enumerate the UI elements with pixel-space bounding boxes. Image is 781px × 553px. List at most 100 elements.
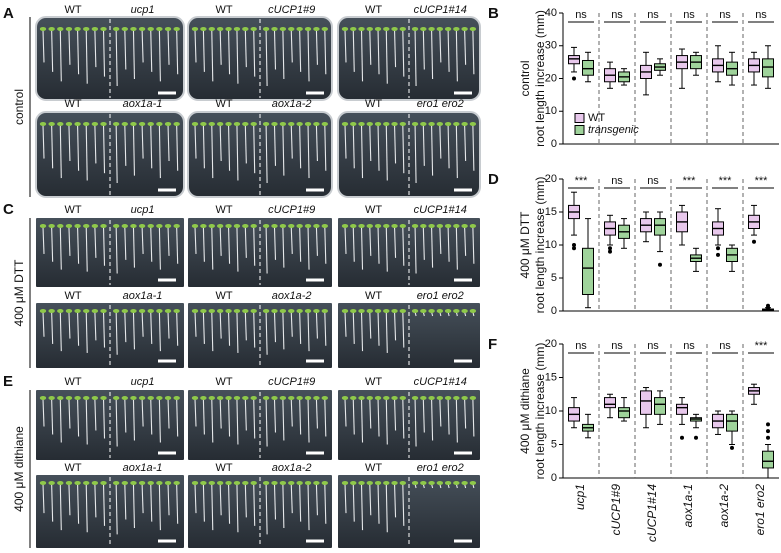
- seedling: [216, 396, 224, 400]
- outlier: [572, 243, 576, 247]
- root: [455, 226, 458, 270]
- y-tick-label: 10: [545, 239, 557, 251]
- root: [455, 29, 458, 82]
- seedling: [304, 396, 312, 400]
- seedling: [48, 396, 55, 400]
- root: [253, 29, 256, 77]
- root: [265, 398, 268, 447]
- plate-photo: [338, 218, 480, 287]
- root: [265, 226, 268, 274]
- seedling: [48, 27, 55, 31]
- root: [282, 124, 285, 176]
- root: [211, 483, 214, 531]
- genotype-label: WT: [215, 4, 232, 16]
- seedling: [262, 122, 270, 126]
- seedling: [453, 224, 460, 228]
- plate-photo: [36, 218, 184, 287]
- significance-label: ns: [683, 340, 695, 352]
- seedling: [216, 27, 224, 31]
- significance-label: ns: [683, 9, 695, 21]
- root: [464, 124, 467, 162]
- seedling: [279, 309, 287, 313]
- outlier: [716, 252, 720, 257]
- seedling: [156, 481, 163, 485]
- seedling: [350, 122, 357, 126]
- root: [77, 398, 80, 437]
- root: [176, 398, 179, 437]
- root: [132, 29, 136, 79]
- seedling: [65, 481, 73, 485]
- panel-letter: B: [488, 5, 499, 22]
- root: [150, 483, 153, 522]
- outlier: [766, 422, 770, 427]
- genotype-label: aox1a-1: [123, 290, 163, 302]
- seedling: [164, 309, 172, 313]
- root: [68, 483, 71, 516]
- seedling: [321, 27, 329, 31]
- seedling: [200, 27, 207, 31]
- outlier: [766, 429, 770, 434]
- y-tick-label: 40: [545, 7, 557, 19]
- seedling: [420, 396, 427, 400]
- root: [402, 483, 405, 526]
- root: [352, 124, 355, 169]
- seedling: [350, 309, 357, 313]
- seedling: [121, 224, 129, 228]
- root: [194, 124, 197, 159]
- seedling: [83, 224, 90, 228]
- root: [194, 226, 197, 254]
- root: [124, 29, 127, 70]
- root: [68, 398, 71, 429]
- root: [385, 483, 388, 533]
- root: [290, 124, 293, 159]
- plate-photo: [35, 16, 185, 101]
- root: [402, 29, 405, 77]
- root: [158, 483, 161, 531]
- seedling: [366, 396, 373, 400]
- root: [253, 124, 256, 174]
- genotype-label: WT: [64, 4, 81, 16]
- root: [377, 483, 380, 524]
- seedling: [436, 122, 444, 126]
- root: [141, 226, 144, 254]
- significance-label: ***: [575, 175, 589, 187]
- root: [167, 398, 170, 429]
- significance-label: ns: [647, 175, 659, 187]
- y-tick-label: 15: [545, 206, 557, 218]
- root: [167, 483, 170, 516]
- outlier: [752, 239, 756, 244]
- seedling: [100, 224, 107, 228]
- seedling: [208, 396, 215, 400]
- box: [568, 55, 580, 65]
- root: [202, 226, 205, 262]
- seedling: [461, 309, 468, 313]
- seedling: [262, 27, 270, 31]
- seedling: [100, 481, 107, 485]
- seedling: [321, 224, 329, 228]
- root: [393, 483, 397, 518]
- x-tick-label: ucp1: [573, 484, 587, 510]
- root: [282, 226, 285, 268]
- root: [299, 124, 302, 169]
- root: [299, 311, 302, 344]
- root: [244, 226, 247, 258]
- root: [253, 226, 256, 266]
- seedling: [164, 396, 172, 400]
- seedling: [208, 27, 215, 31]
- seedling: [173, 122, 180, 126]
- genotype-label: WT: [365, 376, 382, 388]
- seedling: [138, 396, 146, 400]
- plate-photo: [188, 390, 332, 460]
- root: [176, 226, 179, 264]
- root: [124, 124, 127, 166]
- seedling: [304, 27, 312, 31]
- genotype-label: ucp1: [131, 4, 155, 16]
- y-tick-label: 10: [545, 105, 557, 117]
- seedling: [57, 27, 64, 31]
- genotype-label: WT: [64, 376, 81, 388]
- genotype-label: WT: [64, 290, 81, 302]
- root: [94, 311, 97, 341]
- seedling: [225, 309, 232, 313]
- root: [176, 29, 179, 75]
- y-tick-label: 20: [545, 338, 557, 350]
